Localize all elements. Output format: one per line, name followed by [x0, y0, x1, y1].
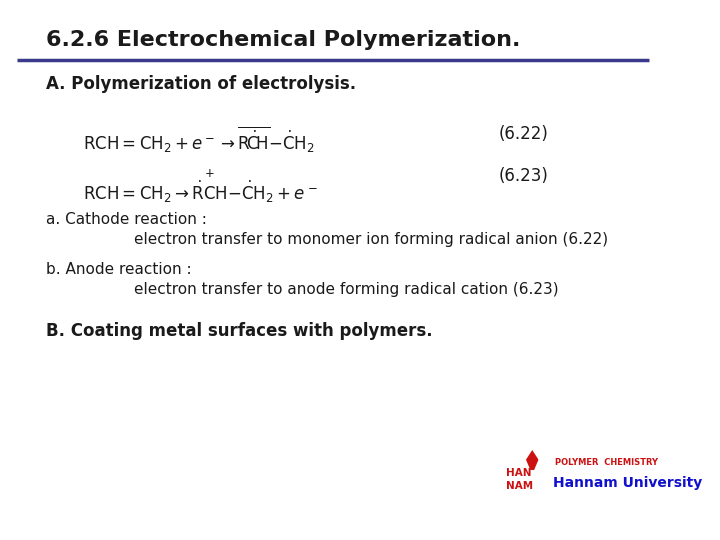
Text: (6.22): (6.22)	[499, 125, 549, 143]
Text: electron transfer to anode forming radical cation (6.23): electron transfer to anode forming radic…	[134, 282, 559, 297]
Text: (6.23): (6.23)	[499, 167, 549, 185]
Text: $\mathsf{RCH{=}CH_2 + \mathit{e}^- \rightarrow \overline{R\!\dot{C}\!H}{-}\dot{C: $\mathsf{RCH{=}CH_2 + \mathit{e}^- \righ…	[84, 125, 315, 155]
Text: 6.2.6 Electrochemical Polymerization.: 6.2.6 Electrochemical Polymerization.	[46, 30, 521, 50]
Text: electron transfer to monomer ion forming radical anion (6.22): electron transfer to monomer ion forming…	[134, 232, 608, 247]
Text: NAM: NAM	[506, 481, 534, 491]
Polygon shape	[519, 450, 545, 470]
Text: b. Anode reaction :: b. Anode reaction :	[46, 262, 192, 277]
Text: A. Polymerization of electrolysis.: A. Polymerization of electrolysis.	[46, 75, 356, 93]
Polygon shape	[518, 457, 531, 470]
Text: HAN: HAN	[506, 468, 532, 478]
Polygon shape	[534, 457, 547, 470]
Text: Hannam University: Hannam University	[552, 476, 702, 490]
Text: B. Coating metal surfaces with polymers.: B. Coating metal surfaces with polymers.	[46, 322, 433, 340]
Text: POLYMER  CHEMISTRY: POLYMER CHEMISTRY	[555, 458, 658, 467]
Text: $\mathsf{RCH{=}CH_2 \rightarrow \overset{+}{\dot{R}CH}{-}\dot{C}H_2 + \mathit{e}: $\mathsf{RCH{=}CH_2 \rightarrow \overset…	[84, 167, 318, 205]
Text: a. Cathode reaction :: a. Cathode reaction :	[46, 212, 207, 227]
